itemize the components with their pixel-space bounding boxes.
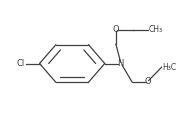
Text: N: N	[117, 59, 124, 68]
Text: CH₃: CH₃	[149, 25, 163, 34]
Text: Cl: Cl	[17, 59, 25, 68]
Text: O: O	[144, 77, 151, 86]
Text: H₃C: H₃C	[163, 63, 177, 72]
Text: O: O	[113, 25, 119, 34]
